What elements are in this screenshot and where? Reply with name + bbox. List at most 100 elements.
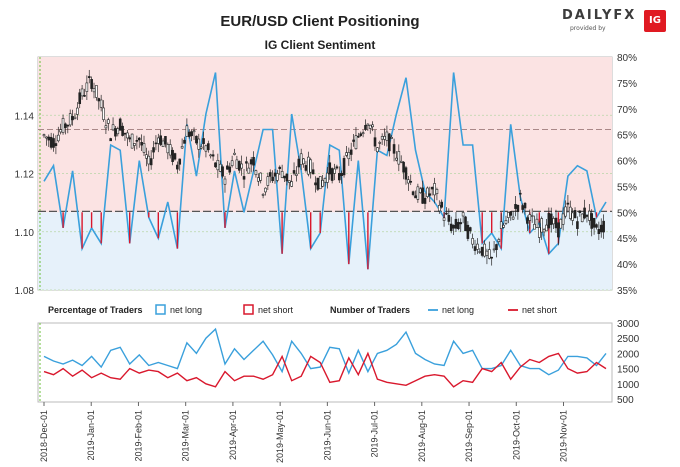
candle-body <box>318 176 322 190</box>
traders-plot-area <box>37 322 613 403</box>
candle-body <box>326 172 329 183</box>
candle-body <box>585 214 589 217</box>
candle-body <box>64 123 67 128</box>
candle-body <box>111 124 115 131</box>
candle-body <box>380 136 384 140</box>
candle-body <box>357 135 360 138</box>
candle-body <box>266 176 270 186</box>
candle-body <box>126 132 129 139</box>
candle-body <box>416 186 420 200</box>
candle-body <box>271 176 274 182</box>
candle-body <box>483 243 486 257</box>
candle-body <box>492 248 496 251</box>
candle-body <box>240 163 243 169</box>
candle-body <box>395 157 398 161</box>
candle-body <box>42 134 46 137</box>
candle-body <box>449 223 453 232</box>
x-tick-label: 2019-Jun-01 <box>322 410 332 461</box>
candle-body <box>257 177 260 182</box>
y2-tick-label: 1500 <box>617 365 640 376</box>
candle-body <box>154 142 158 145</box>
legend-group-title: Percentage of Traders <box>48 305 143 315</box>
candle-body <box>254 170 258 176</box>
candle-body <box>364 125 367 130</box>
candle-body <box>342 158 346 176</box>
candle-body <box>466 224 470 239</box>
candle-body <box>333 168 336 174</box>
x-tick-label: 2019-Jan-01 <box>86 410 96 461</box>
candle-body <box>171 149 174 162</box>
candle-body <box>530 215 534 217</box>
y2-tick-label: 80% <box>617 53 637 64</box>
candle-body <box>52 138 55 148</box>
x-tick-label: 2019-May-01 <box>275 410 285 463</box>
candle-body <box>516 205 520 212</box>
candle-body <box>323 178 327 183</box>
chart-title: EUR/USD Client Positioning <box>220 13 419 30</box>
candle-body <box>473 246 477 251</box>
candle-body <box>580 213 584 223</box>
candle-body <box>176 164 179 170</box>
candle-body <box>128 137 132 140</box>
candle-body <box>235 159 239 169</box>
candle-body <box>545 224 548 232</box>
y2-tick-label: 70% <box>617 105 637 116</box>
x-tick-label: 2019-Nov-01 <box>558 410 568 462</box>
candle-body <box>218 163 222 172</box>
legend-item-label: net long <box>442 305 474 315</box>
y-tick-label: 1.08 <box>15 286 35 297</box>
candle-body <box>276 173 279 181</box>
candle-body <box>199 146 203 149</box>
candle-body <box>340 172 343 176</box>
candle-body <box>559 218 563 229</box>
net-short-count-line <box>43 351 607 388</box>
candle-body <box>121 125 124 136</box>
candle-body <box>573 210 577 219</box>
candle-body <box>547 213 551 229</box>
candle-body <box>147 155 151 165</box>
candle-body <box>228 166 232 173</box>
candle-body <box>214 162 217 168</box>
candle-body <box>602 220 605 233</box>
candle-body <box>361 132 365 135</box>
candle-body <box>421 187 424 204</box>
candle-body <box>233 152 236 155</box>
candle-body <box>268 172 272 177</box>
y2-tick-label: 75% <box>617 79 637 90</box>
candle-body <box>459 222 463 225</box>
x-tick-label: 2019-Oct-01 <box>511 410 521 460</box>
candle-body <box>116 128 120 135</box>
candle-body <box>404 167 408 180</box>
candle-body <box>595 224 598 228</box>
candle-body <box>535 218 539 228</box>
candle-body <box>223 178 227 185</box>
candle-body <box>526 217 529 224</box>
candle-body <box>442 217 446 221</box>
candle-body <box>192 130 196 133</box>
candle-body <box>528 214 532 221</box>
candle-body <box>123 132 127 135</box>
candle-body <box>349 149 353 155</box>
candle-body <box>359 133 363 136</box>
traders-panel: 500 1000 1500 2000 2500 3000 2018-Dec-01 2019-J… <box>37 319 640 463</box>
candle-body <box>397 151 401 165</box>
candle-body <box>478 251 482 253</box>
candle-body <box>71 116 74 121</box>
candle-body <box>264 187 267 193</box>
candle-body <box>447 215 451 222</box>
candle-body <box>187 131 191 137</box>
candle-body <box>130 133 134 149</box>
candle-body <box>435 188 439 195</box>
candle-body <box>195 135 198 144</box>
candle-body <box>445 212 448 215</box>
candle-body <box>230 160 234 166</box>
candle-body <box>507 212 510 218</box>
candle-body <box>152 147 155 153</box>
candle-body <box>599 224 603 233</box>
legend-item-label: net long <box>170 305 202 315</box>
candle-body <box>106 119 110 124</box>
y-tick-label: 1.14 <box>15 111 35 122</box>
candle-body <box>311 169 315 175</box>
candle-body <box>185 125 189 137</box>
